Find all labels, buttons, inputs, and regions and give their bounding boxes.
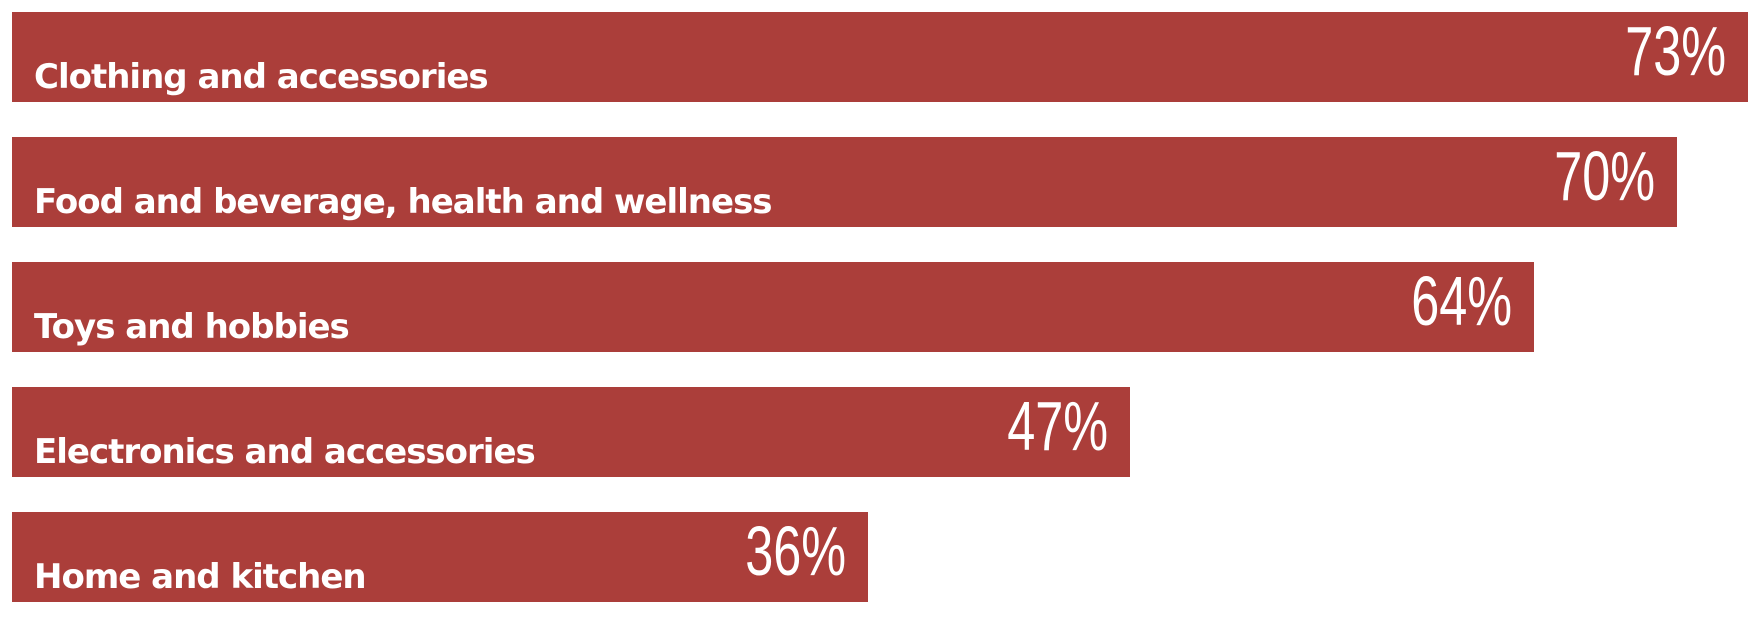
bar: Toys and hobbies 64% — [12, 262, 1534, 352]
bar: Food and beverage, health and wellness 70… — [12, 137, 1677, 227]
value-label: 64% — [1411, 262, 1512, 340]
category-label: Clothing and accessories — [34, 57, 489, 97]
category-label: Home and kitchen — [34, 557, 367, 597]
category-label: Food and beverage, health and wellness — [34, 182, 773, 222]
value-label: 47% — [1007, 387, 1108, 465]
category-label: Toys and hobbies — [34, 307, 350, 347]
value-label: 70% — [1554, 137, 1655, 215]
value-label: 73% — [1625, 12, 1726, 90]
category-label: Electronics and accessories — [34, 432, 536, 472]
value-label: 36% — [745, 512, 846, 590]
bar: Home and kitchen 36% — [12, 512, 868, 602]
bar: Clothing and accessories 73% — [12, 12, 1748, 102]
bar: Electronics and accessories 47% — [12, 387, 1130, 477]
